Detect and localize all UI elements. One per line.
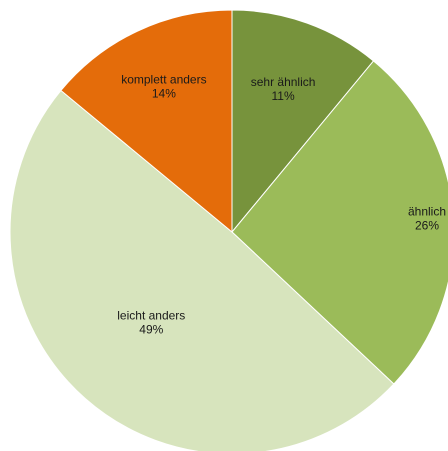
pie-label-name: leicht anders bbox=[117, 309, 185, 323]
pie-slice-komplett-anders bbox=[60, 9, 233, 234]
pie-slice-leicht-anders bbox=[9, 89, 395, 451]
pie-label-value: 11% bbox=[272, 89, 295, 103]
pie-slice-aehnlich bbox=[231, 60, 448, 385]
pie-label-name: komplett anders bbox=[121, 72, 206, 86]
pie-label-sehr-aehnlich: sehr ähnlich 11% bbox=[251, 75, 316, 103]
pie-label-value: 49% bbox=[139, 323, 163, 337]
pie-label-value: 14% bbox=[152, 86, 176, 100]
pie-label-komplett-anders: komplett anders 14% bbox=[121, 72, 206, 100]
pie-label-value: 26% bbox=[415, 219, 439, 233]
pie-label-name: sehr ähnlich bbox=[251, 75, 316, 89]
pie-label-leicht-anders: leicht anders 49% bbox=[117, 309, 185, 337]
pie-label-name: ähnlich bbox=[408, 205, 446, 219]
pie-slice-sehr-aehnlich bbox=[231, 9, 375, 234]
pie-label-aehnlich: ähnlich 26% bbox=[408, 205, 446, 233]
